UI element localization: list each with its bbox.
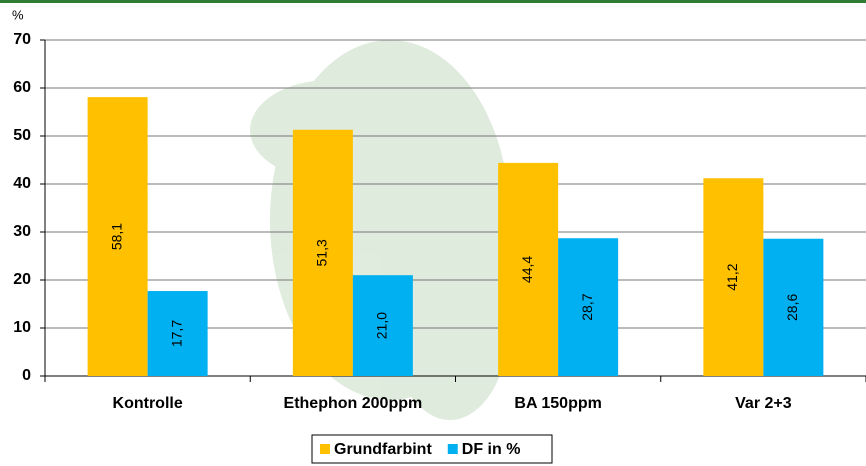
bar (558, 238, 619, 376)
value-label: 58,1 (108, 223, 124, 250)
value-label: 51,3 (314, 239, 330, 266)
bar (763, 238, 824, 376)
value-label: 21,0 (374, 312, 390, 339)
legend-swatch (320, 444, 330, 454)
x-tick-label: BA 150ppm (514, 395, 601, 412)
y-tick-label: 0 (22, 367, 31, 384)
bar (147, 291, 208, 376)
value-label: 44,4 (519, 256, 535, 283)
value-label: 28,6 (784, 294, 800, 321)
bar (87, 97, 148, 377)
y-axis-unit: % (12, 7, 24, 22)
y-tick-label: 60 (13, 79, 31, 96)
top-border (0, 0, 866, 3)
bar (292, 129, 353, 376)
legend-swatch (447, 444, 458, 454)
x-tick-label: Ethephon 200ppm (284, 395, 423, 412)
x-tick-label: Var 2+3 (735, 395, 792, 412)
legend (311, 434, 553, 464)
x-tick-label: Kontrolle (113, 395, 183, 412)
y-tick-label: 50 (13, 127, 31, 144)
legend-label: DF in % (462, 441, 521, 458)
value-label: 41,2 (724, 263, 740, 290)
y-tick-label: 20 (13, 271, 31, 288)
value-label: 28,7 (579, 293, 595, 320)
y-tick-label: 10 (13, 319, 31, 336)
y-tick-label: 70 (13, 31, 31, 48)
y-tick-label: 30 (13, 223, 31, 240)
bar (703, 178, 764, 376)
y-tick-label: 40 (13, 175, 31, 192)
value-label: 17,7 (168, 320, 184, 347)
legend-label: Grundfarbint (334, 441, 432, 458)
bar (498, 162, 559, 376)
bar (352, 275, 413, 376)
